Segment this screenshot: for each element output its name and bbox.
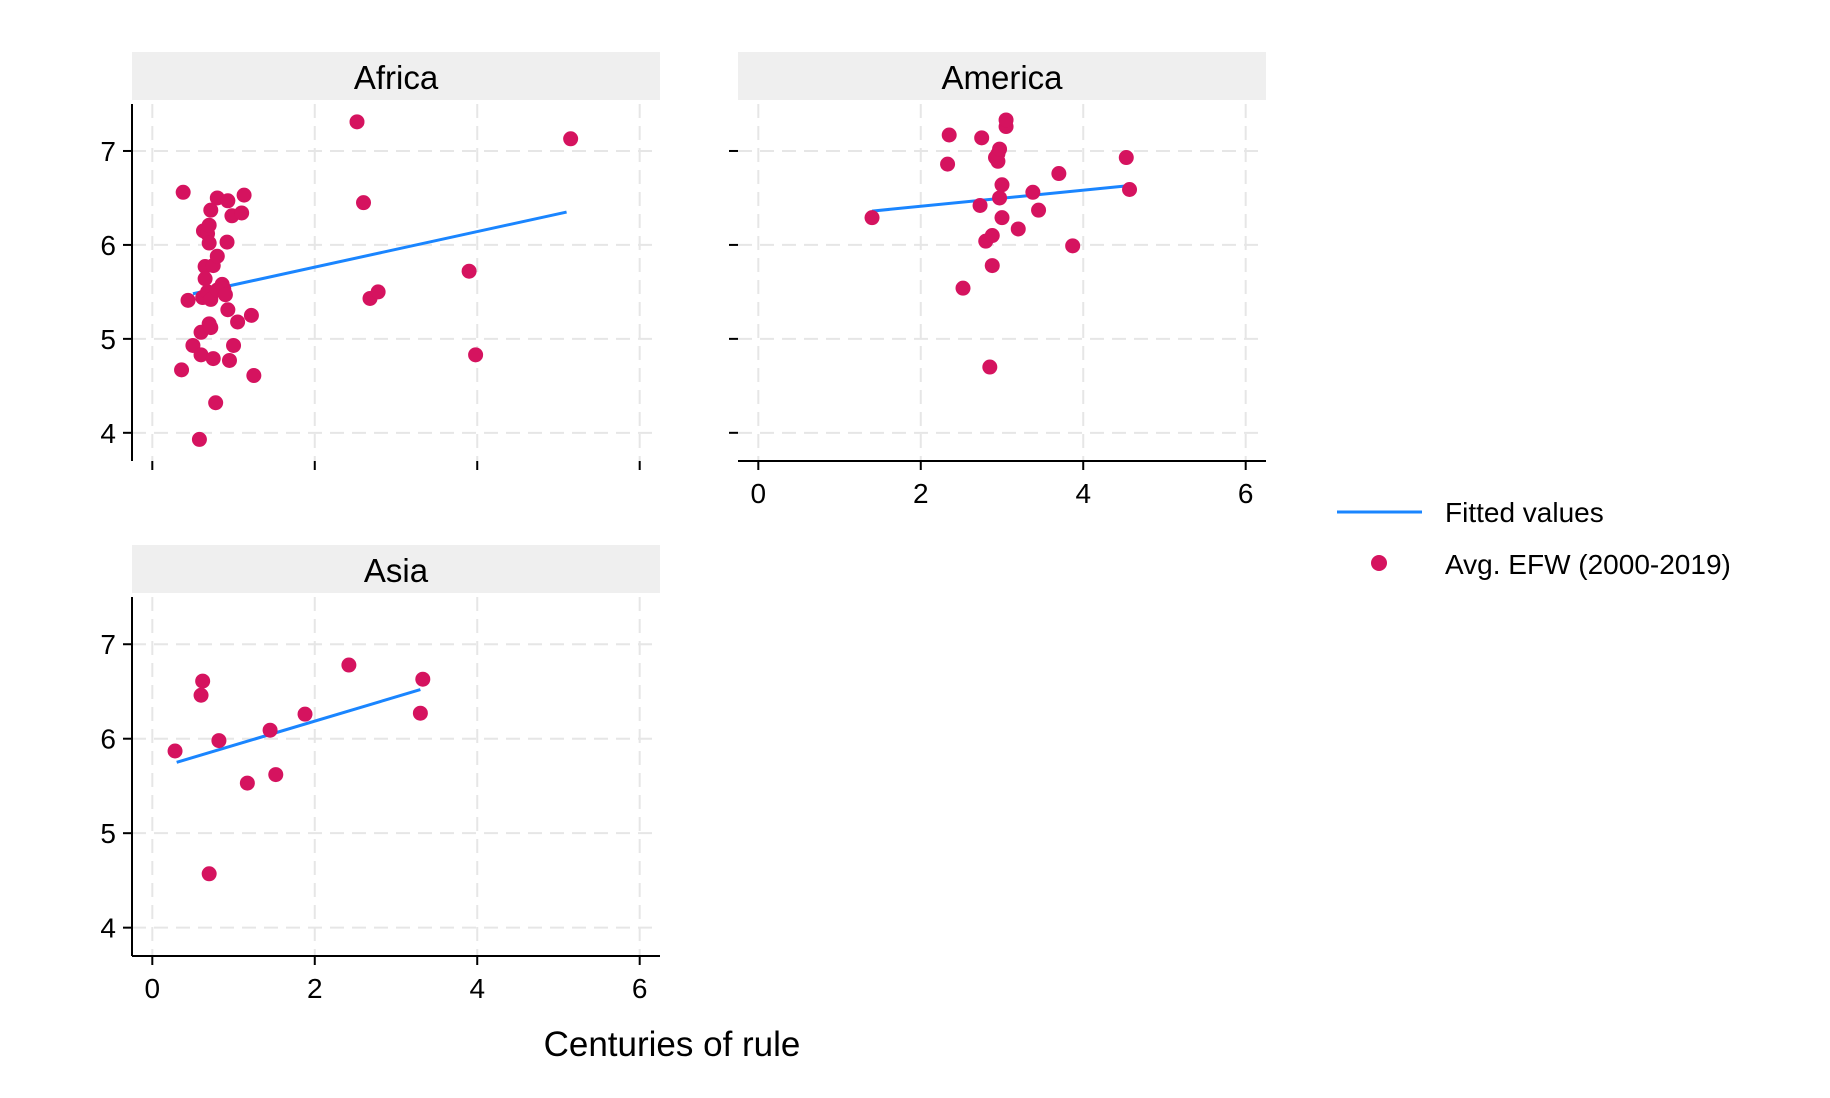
data-point (349, 114, 365, 130)
data-point (992, 141, 1008, 157)
data-point (208, 395, 224, 411)
data-point (246, 368, 262, 384)
data-point (220, 193, 236, 209)
data-point (201, 235, 217, 251)
data-point (209, 248, 225, 264)
data-point (174, 362, 190, 378)
data-point (370, 284, 386, 300)
data-point (234, 205, 250, 221)
y-tick-label: 5 (100, 324, 116, 355)
data-point (1051, 166, 1067, 182)
x-axis-title: Centuries of rule (544, 1025, 801, 1064)
data-point (941, 127, 957, 143)
chart-legend: Fitted values Avg. EFW (2000-2019) (1337, 497, 1731, 580)
x-tick-label: 4 (469, 973, 485, 1004)
data-point (193, 347, 209, 363)
legend-points-label: Avg. EFW (2000-2019) (1445, 549, 1731, 580)
panel-title-band (738, 52, 1266, 100)
data-point (297, 706, 313, 722)
fitted-line (176, 688, 421, 764)
data-point (201, 217, 217, 233)
x-tick-label: 6 (632, 973, 648, 1004)
data-point (201, 866, 217, 882)
data-point (1118, 150, 1134, 166)
data-point (226, 337, 242, 353)
legend-fitted-label: Fitted values (1445, 497, 1604, 528)
data-point (356, 195, 372, 211)
data-point (191, 431, 207, 447)
y-tick-label: 5 (100, 818, 116, 849)
data-point (268, 767, 284, 783)
data-point (1010, 221, 1026, 237)
data-point (203, 202, 219, 218)
data-point (220, 302, 236, 318)
data-point (175, 184, 191, 200)
data-point (262, 722, 278, 738)
data-point (940, 156, 956, 172)
data-point (1031, 202, 1047, 218)
x-tick-label: 2 (913, 478, 929, 509)
panel-title: Africa (354, 59, 439, 96)
y-tick-label: 7 (100, 629, 116, 660)
data-point (1025, 184, 1041, 200)
data-point (994, 177, 1010, 193)
data-point (415, 671, 431, 687)
data-point (461, 263, 477, 279)
y-tick-label: 7 (100, 136, 116, 167)
data-point (167, 743, 183, 759)
chart-panels: Africa 4 5 6 7 America 0 2 4 6 Asia 4 5 6 7 0 2 4 6 (100, 52, 1266, 1004)
data-point (994, 210, 1010, 226)
data-point (211, 733, 227, 749)
fitted-line (192, 210, 567, 296)
data-point (992, 190, 1008, 206)
data-point (203, 320, 219, 336)
y-tick-label: 4 (100, 418, 116, 449)
data-point (563, 131, 579, 147)
data-point (984, 258, 1000, 274)
panel-title-band (132, 52, 660, 100)
data-point (236, 187, 252, 203)
y-tick-label: 6 (100, 230, 116, 261)
panel-africa: Africa 4 5 6 7 (100, 52, 660, 470)
x-tick-label: 2 (307, 973, 323, 1004)
data-point (1122, 181, 1138, 197)
data-point (221, 352, 237, 368)
x-tick-label: 4 (1075, 478, 1091, 509)
data-point (468, 347, 484, 363)
data-point (955, 280, 971, 296)
data-point (974, 130, 990, 146)
y-tick-label: 6 (100, 724, 116, 755)
data-point (341, 657, 357, 673)
panel-title-band (132, 545, 660, 593)
legend-points-swatch (1371, 555, 1387, 571)
data-point (195, 673, 211, 689)
x-tick-label: 0 (145, 973, 161, 1004)
data-point (239, 775, 255, 791)
data-point (412, 705, 428, 721)
panel-asia: Asia 4 5 6 7 0 2 4 6 (100, 545, 660, 1004)
data-point (219, 234, 235, 250)
data-point (998, 112, 1014, 128)
data-point (984, 228, 1000, 244)
data-point (180, 292, 196, 308)
data-point (193, 687, 209, 703)
data-point (205, 351, 221, 367)
data-point (197, 271, 213, 287)
data-point (864, 210, 880, 226)
x-tick-label: 6 (1238, 478, 1254, 509)
data-point (972, 197, 988, 213)
x-tick-label: 0 (751, 478, 767, 509)
data-point (217, 287, 233, 303)
data-point (230, 314, 246, 330)
data-point (982, 359, 998, 375)
panel-america: America 0 2 4 6 (729, 52, 1266, 509)
panel-title: America (941, 59, 1063, 96)
y-tick-label: 4 (100, 913, 116, 944)
data-point (1065, 238, 1081, 254)
panel-title: Asia (364, 552, 429, 589)
data-point (243, 307, 259, 323)
